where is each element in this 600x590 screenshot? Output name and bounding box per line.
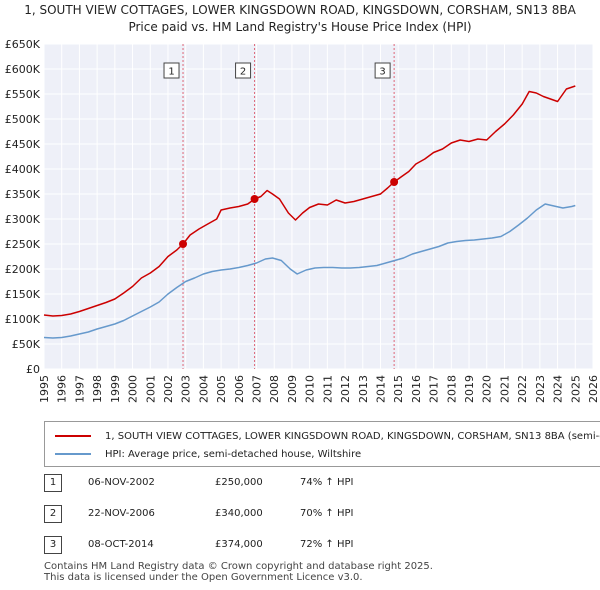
transaction-label-box <box>235 62 252 79</box>
y-tick-label: £150K <box>5 288 41 301</box>
transaction-label: 2 <box>240 67 246 78</box>
x-tick-label: 2005 <box>215 375 228 403</box>
transaction-label: 3 <box>379 67 385 78</box>
x-tick-label: 2008 <box>268 375 281 403</box>
plot-area <box>44 44 593 369</box>
legend: 1, SOUTH VIEW COTTAGES, LOWER KINGSDOWN … <box>44 421 600 467</box>
transaction-number: 2 <box>44 505 62 523</box>
transaction-label: 1 <box>168 67 174 78</box>
x-tick-label: 2000 <box>127 375 140 403</box>
y-tick-label: £50K <box>12 338 41 351</box>
x-tick-label: 2021 <box>498 375 511 403</box>
transaction-point <box>179 240 188 248</box>
hpi-series-line <box>43 203 576 339</box>
legend-item-hpi: HPI: Average price, semi-detached house,… <box>55 446 361 462</box>
x-tick-label: 2012 <box>339 375 352 403</box>
y-tick-label: £600K <box>5 63 41 76</box>
x-tick-label: 2026 <box>587 375 600 403</box>
y-tick-label: £100K <box>5 313 41 326</box>
y-tick-label: £350K <box>5 188 41 201</box>
x-tick-label: 2004 <box>197 375 210 403</box>
transaction-row: 1 06-NOV-2002 £250,000 74% ↑ HPI <box>0 474 600 494</box>
x-tick-label: 2002 <box>162 375 175 403</box>
y-tick-label: £650K <box>5 38 41 51</box>
transaction-price: £374,000 <box>215 539 263 550</box>
y-tick-label: £250K <box>5 238 41 251</box>
x-tick-label: 2010 <box>304 375 317 403</box>
x-tick-label: 2015 <box>392 375 405 403</box>
transaction-price: £340,000 <box>215 508 263 519</box>
chart-subtitle: Price paid vs. HM Land Registry's House … <box>128 20 472 34</box>
legend-hpi-label: HPI: Average price, semi-detached house,… <box>105 448 362 460</box>
y-tick-label: £200K <box>5 263 41 276</box>
transaction-price: £250,000 <box>215 477 263 488</box>
y-tick-label: £500K <box>5 113 41 126</box>
transaction-hpi: 74% ↑ HPI <box>300 477 354 488</box>
x-tick-label: 2003 <box>180 375 193 403</box>
transaction-number: 1 <box>44 474 62 492</box>
property-series-line <box>43 85 576 317</box>
transaction-number: 3 <box>44 536 62 554</box>
x-tick-label: 1995 <box>38 375 51 403</box>
y-tick-label: £550K <box>5 88 41 101</box>
x-tick-label: 2024 <box>552 375 565 403</box>
legend-item-property: 1, SOUTH VIEW COTTAGES, LOWER KINGSDOWN … <box>55 428 600 444</box>
x-tick-label: 1998 <box>91 375 104 403</box>
transaction-row: 2 22-NOV-2006 £340,000 70% ↑ HPI <box>0 505 600 525</box>
x-tick-label: 2016 <box>410 375 423 403</box>
x-tick-label: 1996 <box>56 375 69 403</box>
transaction-hpi: 72% ↑ HPI <box>300 539 354 550</box>
x-tick-label: 2014 <box>374 375 387 403</box>
y-tick-label: £0 <box>26 363 40 376</box>
transaction-hpi: 70% ↑ HPI <box>300 508 354 519</box>
y-tick-label: £300K <box>5 213 41 226</box>
x-tick-label: 2013 <box>357 375 370 403</box>
transaction-row: 3 08-OCT-2014 £374,000 72% ↑ HPI <box>0 536 600 556</box>
y-tick-label: £400K <box>5 163 41 176</box>
x-tick-label: 2019 <box>463 375 476 403</box>
x-tick-label: 2023 <box>534 375 547 403</box>
transaction-date: 22-NOV-2006 <box>88 508 155 519</box>
x-tick-label: 2006 <box>233 375 246 403</box>
x-tick-label: 2022 <box>516 375 529 403</box>
transaction-date: 06-NOV-2002 <box>88 477 155 488</box>
y-tick-label: £450K <box>5 138 41 151</box>
x-tick-label: 2017 <box>428 375 441 403</box>
x-tick-label: 2009 <box>286 375 299 403</box>
legend-property-line <box>55 435 91 437</box>
transaction-label-box <box>374 62 391 79</box>
x-tick-label: 2011 <box>321 375 334 403</box>
transaction-point <box>390 178 399 186</box>
footer-copyright: Contains HM Land Registry data © Crown c… <box>44 561 433 572</box>
x-tick-label: 2025 <box>569 375 582 403</box>
transaction-point <box>250 195 259 203</box>
x-tick-label: 1997 <box>73 375 86 403</box>
footer-licence: This data is licensed under the Open Gov… <box>44 572 363 583</box>
x-tick-label: 2001 <box>144 375 157 403</box>
x-tick-label: 1999 <box>109 375 122 403</box>
x-tick-label: 2018 <box>445 375 458 403</box>
x-tick-label: 2020 <box>481 375 494 403</box>
x-tick-label: 2007 <box>251 375 264 403</box>
legend-property-label: 1, SOUTH VIEW COTTAGES, LOWER KINGSDOWN … <box>105 430 600 442</box>
price-chart: £0 £50K £100K £150K £200K £250K £300K £350K £400… <box>5 38 600 403</box>
legend-hpi-line <box>55 453 91 455</box>
transaction-label-box <box>163 62 180 79</box>
chart-title: 1, SOUTH VIEW COTTAGES, LOWER KINGSDOWN … <box>24 3 576 17</box>
transaction-date: 08-OCT-2014 <box>88 539 154 550</box>
